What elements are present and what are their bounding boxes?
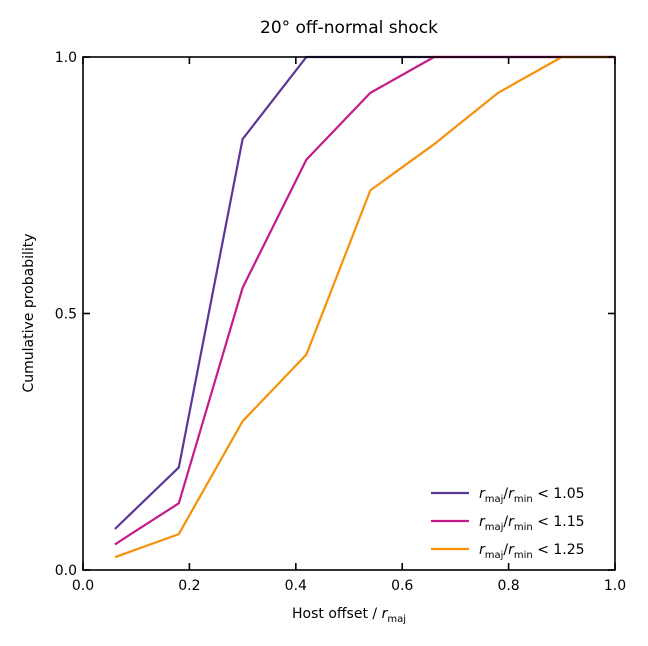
x-axis-label-sub: maj: [387, 614, 406, 625]
series-line-3: [114, 55, 615, 559]
y-tick-label: 0.5: [55, 307, 77, 323]
x-tick-label: 0.6: [391, 578, 413, 594]
x-axis-label-main: Host offset /: [292, 606, 382, 622]
legend-label: rmaj/rmin < 1.25: [479, 542, 585, 561]
plot-frame: [82, 56, 616, 571]
legend: rmaj/rmin < 1.05 rmaj/rmin < 1.15 rmaj/rmi…: [431, 486, 585, 561]
y-axis-label: Cumulative probability: [21, 233, 37, 392]
y-tick-label: 0.0: [55, 563, 77, 579]
x-axis-label: Host offset / rmaj: [292, 606, 406, 625]
x-tick-label: 1.0: [604, 578, 626, 594]
legend-label: rmaj/rmin < 1.05: [479, 486, 585, 505]
plot-area: [114, 55, 615, 559]
x-tick-label: 0.2: [178, 578, 200, 594]
chart-title: 20° off-normal shock: [260, 18, 438, 38]
legend-label: rmaj/rmin < 1.15: [479, 514, 585, 533]
x-axis-label-italic: r: [382, 606, 389, 622]
axis-ticks: 0.0 0.2 0.4 0.6 0.8 1.0 0.0 0.5 1.0: [55, 50, 626, 594]
series-line-2: [114, 55, 615, 546]
x-tick-label: 0.4: [285, 578, 307, 594]
x-tick-label: 0.0: [72, 578, 94, 594]
series-line-1: [114, 55, 615, 530]
x-tick-label: 0.8: [497, 578, 519, 594]
y-tick-label: 1.0: [55, 50, 77, 66]
